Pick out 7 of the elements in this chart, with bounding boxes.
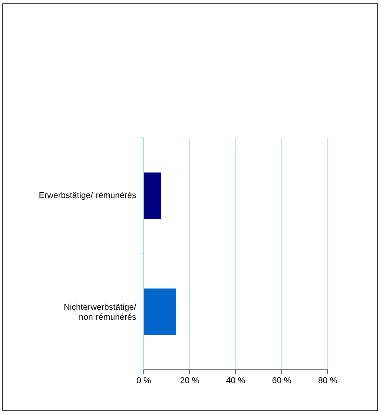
x-tick-label: 40 % — [226, 378, 246, 384]
x-tick-label: 0 % — [137, 378, 151, 384]
y-tick-label: Erwerbstätige/ rémunérés — [40, 192, 136, 200]
x-tick-label: 60 % — [272, 378, 292, 384]
x-tick-label: 80 % — [318, 378, 338, 384]
x-tick-label: 20 % — [180, 378, 200, 384]
y-tick-label: Nichterwerbstätige/ non rémunérés — [64, 304, 136, 320]
